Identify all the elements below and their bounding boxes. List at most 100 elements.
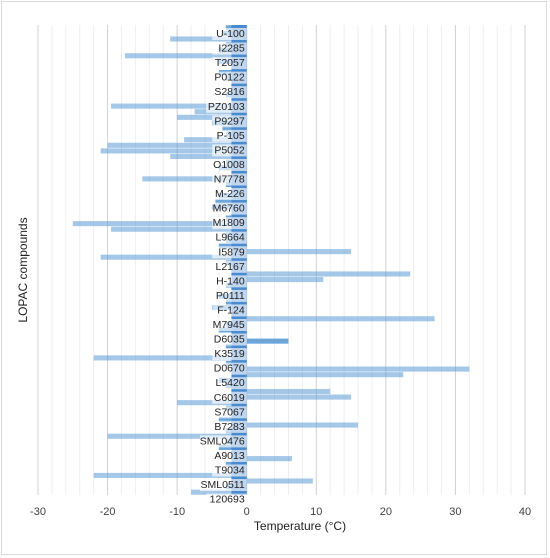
- category-label: T2057: [215, 57, 245, 69]
- bar: [177, 114, 247, 120]
- category-label: U-100: [216, 28, 245, 40]
- category-label: L5420: [216, 377, 245, 389]
- category-labels: U-100 I2285 T2057 P0122 S2816 PZ0103 P9297 P-10…: [200, 28, 247, 506]
- category-label-bg: [200, 435, 247, 448]
- bar: [93, 355, 247, 361]
- category-label-bg: [212, 42, 247, 55]
- category-label-bg: [212, 86, 247, 99]
- category-label: M7945: [213, 319, 245, 331]
- category-label-bg: [212, 348, 247, 361]
- bar: [246, 338, 289, 344]
- bar: [246, 394, 352, 400]
- category-label: PZ0103: [208, 101, 245, 113]
- category-label-bg: [212, 188, 247, 201]
- x-tick-label: -10: [169, 506, 185, 518]
- bar: [246, 478, 313, 484]
- category-label-bg: [212, 173, 247, 186]
- bar: [170, 153, 247, 160]
- bar: [107, 433, 247, 439]
- category-label: F-124: [217, 304, 245, 316]
- x-tick-label: 0: [244, 506, 250, 518]
- bar: [246, 422, 359, 428]
- category-label: L2167: [216, 261, 245, 273]
- category-label-bg: [212, 158, 247, 171]
- category-label-bg: [212, 362, 247, 375]
- category-label: S2816: [214, 86, 245, 98]
- category-label: C6019: [214, 392, 245, 404]
- category-label: N7778: [214, 174, 245, 186]
- bar: [246, 316, 435, 322]
- category-label: 120693: [210, 494, 245, 506]
- category-label-bg: [206, 100, 247, 113]
- category-label: H-140: [216, 275, 245, 287]
- category-label: L9664: [216, 232, 245, 244]
- x-tick-label: 30: [449, 506, 461, 518]
- category-label: I2285: [218, 43, 244, 55]
- category-label: T9034: [215, 465, 245, 477]
- x-tick-labels: -30 -20 -10 0 10 20 30 40: [30, 506, 531, 518]
- category-label-bg: [212, 391, 247, 404]
- category-label-bg: [212, 377, 247, 390]
- bar: [170, 36, 247, 42]
- x-tick-label: 10: [310, 506, 322, 518]
- category-label-bg: [212, 260, 247, 273]
- category-label: P5052: [214, 144, 245, 156]
- category-label: P-105: [217, 130, 245, 142]
- bar: [191, 489, 247, 495]
- bars: [72, 25, 470, 495]
- bar: [246, 271, 411, 277]
- category-label-bg: [212, 71, 247, 84]
- category-label-bg: [212, 464, 247, 477]
- category-label-bg: [212, 57, 247, 70]
- category-label-bg: [212, 217, 247, 230]
- bar: [111, 226, 247, 232]
- category-label-bg: [212, 129, 247, 142]
- category-label-bg: [200, 479, 247, 492]
- bar: [72, 221, 247, 227]
- category-label: SML0476: [200, 435, 245, 447]
- category-label-bg: [206, 493, 247, 506]
- category-label: S7067: [214, 406, 245, 418]
- category-label-bg: [212, 333, 247, 346]
- category-label-bg: [212, 289, 247, 302]
- category-label-bg: [212, 28, 247, 40]
- category-label-bg: [212, 231, 247, 244]
- category-label: K3519: [214, 348, 245, 360]
- x-axis-title: Temperature (°C): [254, 519, 346, 533]
- category-label: P9297: [214, 115, 245, 127]
- category-label-bg: [212, 202, 247, 215]
- x-tick-label: -30: [30, 506, 46, 518]
- category-label: M6760: [213, 203, 245, 215]
- x-tick-label: 20: [380, 506, 392, 518]
- category-label: I5879: [218, 246, 244, 258]
- category-label: P0122: [214, 72, 245, 84]
- category-label: M-226: [215, 188, 245, 200]
- category-label: A9013: [214, 450, 245, 462]
- category-label: M1809: [213, 217, 245, 229]
- bar: [246, 456, 292, 462]
- category-label-bg: [212, 275, 247, 288]
- category-label: SML0511: [201, 479, 245, 491]
- category-label-bg: [212, 115, 247, 128]
- bar: [246, 366, 470, 372]
- bar: [111, 103, 247, 109]
- bar: [100, 148, 247, 154]
- category-label: D0670: [214, 363, 245, 375]
- bar: [246, 249, 352, 255]
- category-label: O1008: [213, 159, 245, 171]
- category-label-bg: [212, 406, 247, 419]
- bar: [177, 400, 247, 406]
- bar: [107, 142, 247, 148]
- category-label-bg: [212, 144, 247, 157]
- category-label-bg: [212, 304, 247, 317]
- bar: [246, 388, 331, 395]
- bar: [246, 372, 404, 378]
- bar: [215, 198, 247, 204]
- category-label-bg: [212, 449, 247, 462]
- bar: [124, 53, 247, 59]
- y-axis-title: LOPAC compounds: [16, 217, 30, 322]
- x-tick-label: -20: [100, 506, 116, 518]
- category-label: D6035: [214, 334, 245, 346]
